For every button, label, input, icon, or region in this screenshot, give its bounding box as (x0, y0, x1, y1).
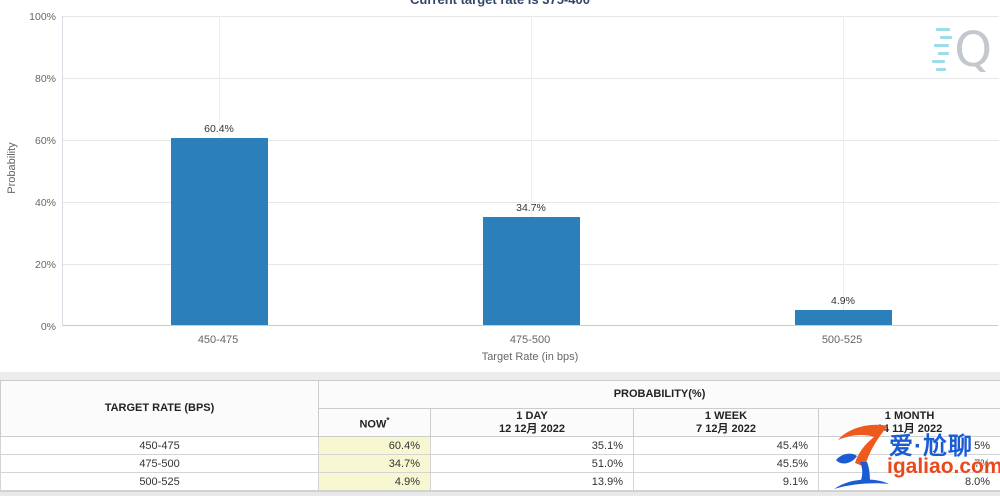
x-category-label: 500-525 (821, 334, 863, 346)
cell-day-value: 13.9% (430, 472, 634, 491)
quikstrike-watermark-icon: Q (930, 22, 992, 84)
x-category-label: 475-500 (509, 334, 551, 346)
plot-area: 60.4% 34.7% 4.9% (62, 16, 999, 326)
col-header-1-month: 1 MONTH 14 11月 2022 (817, 408, 1000, 437)
x-axis-title: Target Rate (in bps) (481, 351, 579, 363)
cell-rate: 500-525 (0, 472, 319, 491)
cell-month-value: 8.0% (817, 472, 1000, 491)
table-bottom-strip (0, 491, 1000, 496)
cell-week-value: 45.5% (633, 454, 819, 473)
cell-now-value: 4.9% (318, 472, 431, 491)
col-header-1-week: 1 WEEK 7 12月 2022 (633, 408, 819, 437)
probability-chart: Current target rate is 375-400 Probabili… (0, 0, 1000, 363)
cell-rate: 450-475 (0, 436, 319, 455)
col-header-1-day: 1 DAY 12 12月 2022 (430, 408, 634, 437)
probability-table-wrap: TARGET RATE (BPS) PROBABILITY(%) NOW* 1 D… (0, 380, 1000, 491)
cell-month-value: 5% (817, 436, 1000, 455)
y-tick-label: 60% (34, 135, 56, 147)
cell-week-value: 45.4% (633, 436, 819, 455)
cell-day-value: 51.0% (430, 454, 634, 473)
x-category-label: 450-475 (197, 334, 239, 346)
cell-now-value: 60.4% (318, 436, 431, 455)
y-tick-label: 0% (40, 321, 56, 333)
q-logo-letter: Q (954, 22, 992, 78)
group-header-probability: PROBABILITY(%) (317, 380, 1000, 409)
cell-rate: 475-500 (0, 454, 319, 473)
y-tick-label: 20% (34, 259, 56, 271)
probability-bar-475-500 (482, 217, 580, 325)
y-tick-label: 80% (34, 73, 56, 85)
category-tick-line (843, 16, 844, 325)
y-tick-label: 100% (29, 11, 56, 23)
bar-value-label: 34.7% (516, 202, 546, 215)
table-row-500-525: 500-525 4.9% 13.9% 9.1% 8.0% (0, 472, 1000, 491)
cell-day-value: 35.1% (430, 436, 634, 455)
category-tick-line (531, 16, 532, 325)
probability-bar-450-475 (170, 137, 268, 325)
bar-value-label: 60.4% (204, 122, 234, 135)
cell-now-value: 34.7% (318, 454, 431, 473)
chart-title: Current target rate is 375-400 (0, 0, 1000, 7)
bar-value-label: 4.9% (831, 294, 855, 307)
y-tick-label: 40% (34, 197, 56, 209)
cell-week-value: 9.1% (633, 472, 819, 491)
cell-month-value: 7% (817, 454, 1000, 473)
chart-table-divider (0, 372, 1000, 380)
table-row-450-475: 450-475 60.4% 35.1% 45.4% 5% (0, 436, 1000, 455)
table-row-475-500: 475-500 34.7% 51.0% 45.5% 7% (0, 454, 1000, 473)
probability-table: TARGET RATE (BPS) PROBABILITY(%) NOW* 1 D… (0, 380, 1000, 491)
probability-bar-500-525 (794, 309, 892, 325)
col-header-now: NOW* (318, 408, 431, 437)
col-header-target-rate: TARGET RATE (BPS) (0, 380, 319, 437)
